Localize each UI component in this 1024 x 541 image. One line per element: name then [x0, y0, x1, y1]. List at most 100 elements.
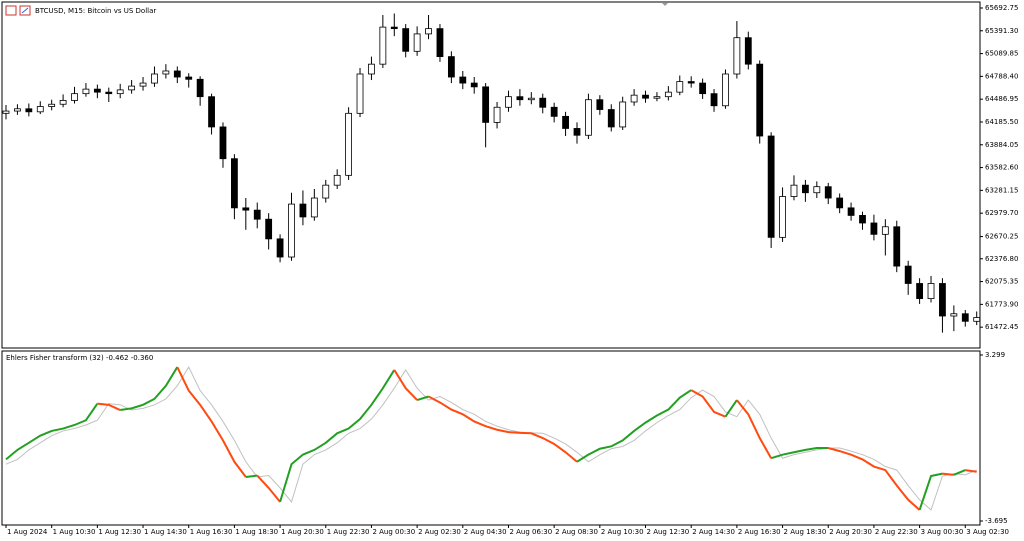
- candle-body: [413, 33, 421, 52]
- x-tick-label: 1 Aug 2024: [7, 528, 48, 536]
- candle-body: [93, 88, 101, 93]
- candle-body: [619, 101, 627, 128]
- y-tick-label: 65089.85: [985, 50, 1018, 58]
- candle-body: [505, 96, 512, 108]
- fisher-line: [256, 474, 281, 503]
- candle-body: [345, 112, 353, 176]
- candle-body: [893, 226, 901, 267]
- candle-body: [802, 184, 809, 194]
- y-tick-label: 62075.35: [985, 278, 1018, 286]
- x-tick-label: 2 Aug 16:30: [738, 528, 781, 536]
- fisher-line: [5, 403, 99, 461]
- fisher-line: [416, 395, 429, 402]
- candle-body: [527, 97, 535, 101]
- candle-body: [368, 63, 375, 75]
- candle-body: [333, 174, 341, 186]
- candle-body: [744, 37, 752, 65]
- y-tick-label: 65391.30: [985, 27, 1018, 35]
- candle-body: [630, 94, 638, 103]
- candle-body: [196, 78, 204, 98]
- x-tick-label: 2 Aug 22:30: [875, 528, 918, 536]
- candle-body: [585, 99, 592, 136]
- candle-body: [881, 226, 889, 235]
- y-tick-label: 64788.40: [985, 72, 1018, 80]
- candle-body: [2, 110, 10, 114]
- fisher-line: [736, 399, 773, 459]
- candle-body: [927, 283, 935, 300]
- candle-body: [71, 93, 78, 101]
- candle-body: [870, 222, 878, 235]
- candle-body: [573, 128, 581, 136]
- x-tick-label: 2 Aug 10:30: [601, 528, 644, 536]
- header-icons: [5, 5, 31, 16]
- candle-body: [779, 196, 786, 238]
- icon: [21, 7, 29, 14]
- candle-body: [139, 82, 147, 87]
- x-tick-label: 1 Aug 22:30: [327, 528, 370, 536]
- x-tick-label: 1 Aug 18:30: [235, 528, 278, 536]
- candle-body: [116, 89, 124, 95]
- x-tick-label: 1 Aug 10:30: [53, 528, 96, 536]
- fisher-line: [953, 469, 966, 476]
- candle-body: [756, 63, 764, 137]
- candle-body: [265, 218, 273, 240]
- x-tick-label: 1 Aug 20:30: [281, 528, 324, 536]
- candle-body: [836, 197, 844, 209]
- candle-body: [425, 28, 432, 35]
- x-tick-label: 2 Aug 20:30: [829, 528, 872, 536]
- candle-body: [162, 70, 170, 75]
- candle-body: [493, 106, 501, 123]
- candle-body: [36, 106, 44, 113]
- candle-body: [356, 73, 364, 114]
- x-tick-label: 2 Aug 14:30: [692, 528, 735, 536]
- candle-body: [436, 28, 444, 58]
- candle-body: [25, 108, 33, 113]
- candle-body: [824, 186, 832, 199]
- x-tick-label: 2 Aug 06:30: [509, 528, 552, 536]
- candle-body: [48, 103, 56, 107]
- candle-body: [961, 313, 969, 322]
- y-tick-label: 64486.95: [985, 95, 1018, 103]
- candle-body: [539, 97, 547, 108]
- fisher-line: [918, 472, 943, 511]
- candle-body: [82, 88, 90, 95]
- y-tick-label: 63281.15: [985, 186, 1018, 194]
- candle-body: [950, 313, 958, 317]
- x-tick-label: 2 Aug 02:30: [418, 528, 461, 536]
- y-tick-label: 63884.05: [985, 141, 1018, 149]
- y-tick-label: 62376.80: [985, 255, 1018, 263]
- candle-body: [722, 73, 729, 107]
- candle-body: [642, 94, 649, 99]
- x-tick-label: 2 Aug 08:30: [555, 528, 598, 536]
- signal-line: [5, 366, 977, 511]
- candle-body: [767, 135, 775, 238]
- y-tick-label: 62670.25: [985, 233, 1018, 241]
- candle-body: [916, 283, 923, 300]
- candle-body: [253, 209, 261, 220]
- x-tick-label: 1 Aug 12:30: [98, 528, 141, 536]
- fisher-line: [942, 472, 954, 476]
- y-tick-label: 64185.50: [985, 118, 1018, 126]
- fisher-line: [827, 447, 921, 511]
- candle-body: [859, 215, 866, 224]
- y-tick-label: 61773.90: [985, 300, 1018, 308]
- y-tick-label: 65692.75: [985, 4, 1018, 12]
- candle-body: [447, 56, 455, 78]
- fisher-line: [279, 369, 396, 503]
- x-tick-label: 2 Aug 00:30: [372, 528, 415, 536]
- candle-body: [379, 26, 387, 65]
- candle-body: [973, 317, 981, 322]
- indicator-panel: [1, 350, 981, 526]
- candle-body: [813, 186, 821, 194]
- x-tick-label: 3 Aug 02:30: [966, 528, 1009, 536]
- candle-body: [310, 197, 318, 218]
- y-tick-label: -3.695: [985, 517, 1008, 525]
- candle-body: [733, 37, 741, 75]
- candle-body: [288, 203, 295, 258]
- candle-body: [151, 73, 158, 84]
- candle-body: [219, 126, 227, 160]
- price-panel: [1, 1, 981, 349]
